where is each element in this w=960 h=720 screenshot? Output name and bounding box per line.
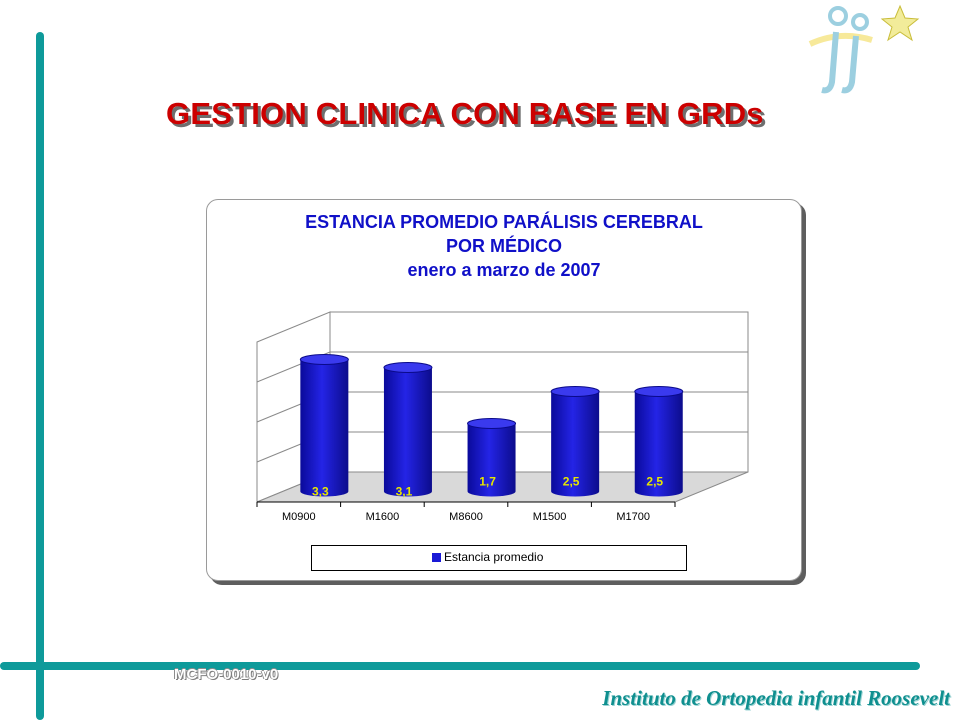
chart-title-line-1: ESTANCIA PROMEDIO PARÁLISIS CEREBRAL xyxy=(305,212,703,232)
bar xyxy=(467,423,516,497)
data-label: 2,5 xyxy=(646,475,663,489)
category-label: M0900 xyxy=(282,511,316,523)
chart-title-line-3: enero a marzo de 2007 xyxy=(407,260,601,280)
bar-top xyxy=(634,386,684,397)
chart-title: ESTANCIA PROMEDIO PARÁLISIS CEREBRAL POR… xyxy=(207,210,801,282)
data-label: 3,1 xyxy=(396,485,413,499)
bar-top xyxy=(383,362,433,373)
data-label: 3,3 xyxy=(312,485,329,499)
slide-title: GESTION CLINICA CON BASE EN GRDs xyxy=(166,96,764,131)
category-label: M8600 xyxy=(449,511,483,523)
category-label: M1700 xyxy=(616,511,650,523)
data-label: 2,5 xyxy=(563,475,580,489)
footer-institute: Instituto de Ortopedia infantil Roosevel… xyxy=(602,686,950,710)
chart-title-line-2: POR MÉDICO xyxy=(445,236,562,256)
legend-label: Estancia promedio xyxy=(444,550,544,564)
bottom-accent-bar xyxy=(0,662,920,670)
bar-top xyxy=(299,354,349,365)
category-label: M1600 xyxy=(366,511,400,523)
bar xyxy=(634,391,683,497)
footer-code: MCFO-0010-v0 xyxy=(174,666,279,683)
bar xyxy=(383,367,432,497)
legend-swatch xyxy=(432,553,441,562)
chart-frame: ESTANCIA PROMEDIO PARÁLISIS CEREBRAL POR… xyxy=(206,199,802,581)
bar-top xyxy=(550,386,600,397)
left-accent-bar xyxy=(36,32,44,720)
figure-star-logo-icon xyxy=(808,4,920,94)
bar xyxy=(551,391,600,497)
bar-chart: 3,3 M0900 3,1 M1600 1,7 M8600 2,5 M1500 2,5 M1700 xyxy=(256,311,749,523)
data-label: 1,7 xyxy=(479,475,496,489)
bar xyxy=(300,359,349,497)
category-label: M1500 xyxy=(533,511,567,523)
bar-top xyxy=(467,418,517,429)
chart-legend: Estancia promedio xyxy=(311,545,687,571)
